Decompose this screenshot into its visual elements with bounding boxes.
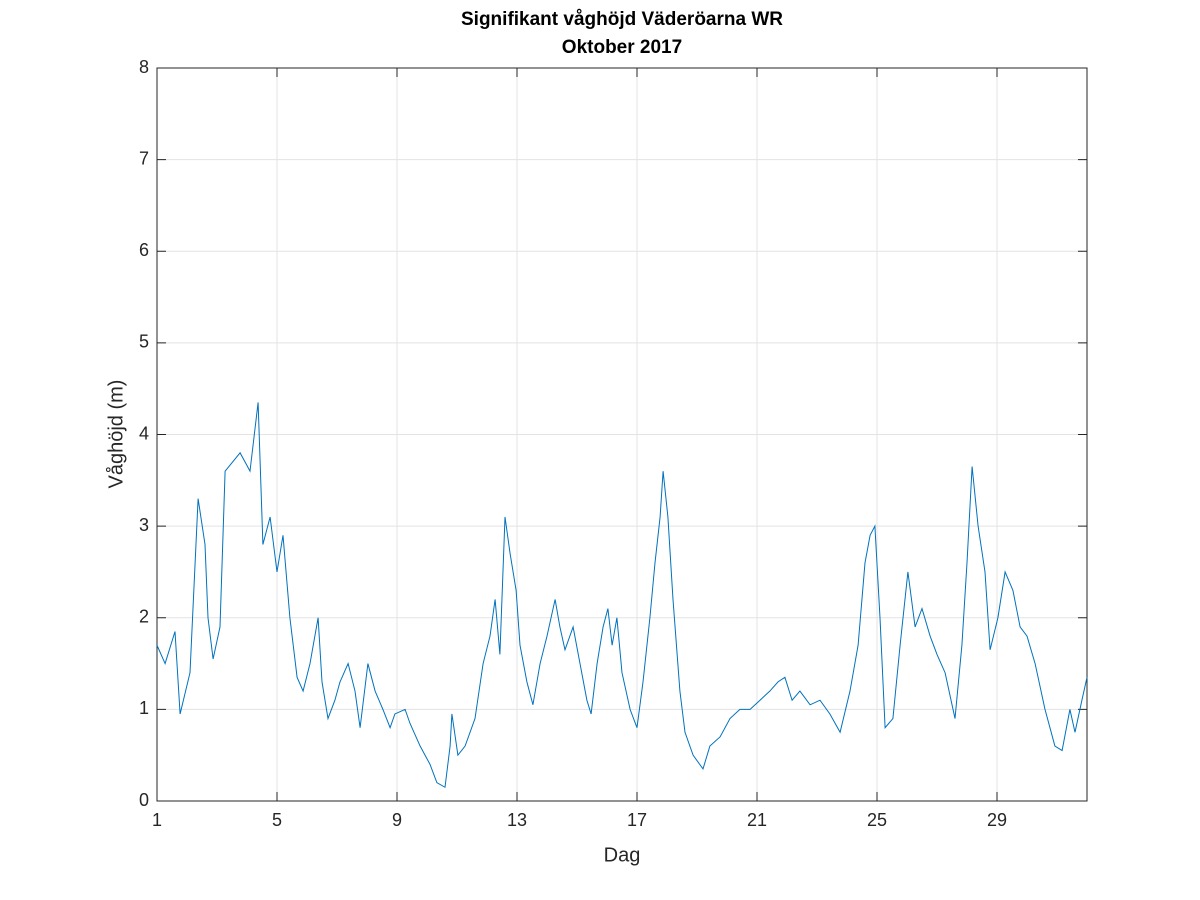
y-tick-label: 7 (139, 148, 149, 168)
data-line (156, 402, 1088, 789)
y-tick-label: 0 (139, 790, 149, 810)
y-tick-label: 4 (139, 423, 149, 443)
y-tick-label: 2 (139, 607, 149, 627)
x-tick-label: 29 (987, 810, 1007, 830)
y-tick-label: 6 (139, 240, 149, 260)
x-tick-label: 1 (152, 810, 162, 830)
x-tick-label: 13 (507, 810, 527, 830)
y-tick-label: 5 (139, 332, 149, 352)
chart-title: Signifikant våghöjd Väderöarna WR (461, 9, 783, 30)
x-axis-label: Dag (604, 844, 641, 866)
y-tick-label: 8 (139, 57, 149, 77)
x-tick-label: 5 (272, 810, 282, 830)
y-axis-label: Våghöjd (m) (105, 380, 127, 489)
x-tick-label: 25 (867, 810, 887, 830)
chart-subtitle: Oktober 2017 (562, 37, 682, 58)
x-tick-label: 17 (627, 810, 647, 830)
axes-box (156, 67, 1088, 802)
y-tick-label: 1 (139, 698, 149, 718)
y-tick-label: 3 (139, 515, 149, 535)
x-tick-label: 21 (747, 810, 767, 830)
x-tick-label: 9 (392, 810, 402, 830)
